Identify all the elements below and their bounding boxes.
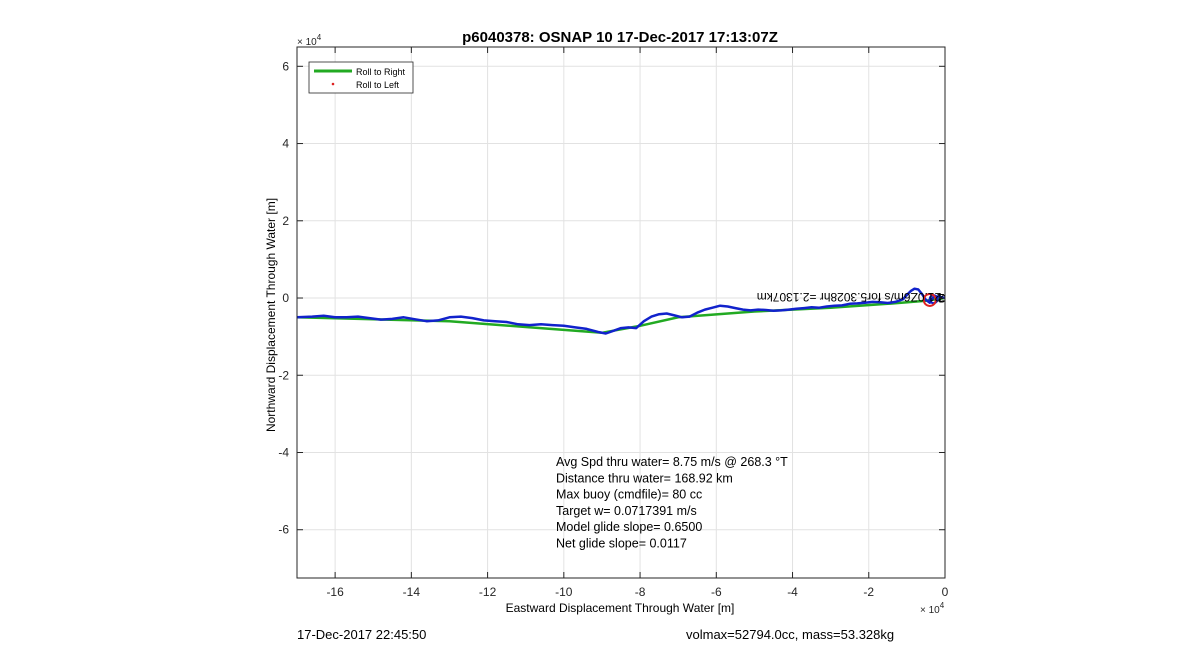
series-line-track — [297, 287, 945, 335]
y-tick-label: 6 — [282, 59, 289, 73]
x-tick-label: -2 — [863, 585, 874, 599]
legend-box — [308, 61, 414, 94]
legend: Roll to Right Roll to Left — [308, 61, 414, 94]
footer-volmax-mass: volmax=52794.0cc, mass=53.328kg — [686, 627, 895, 642]
roll-to-left-marker — [922, 292, 937, 307]
legend-label-roll-left: Roll to Left — [356, 80, 400, 90]
legend-swatch-roll-left — [331, 82, 335, 86]
y-axis-label: Northward Displacement Through Water [m] — [264, 198, 278, 432]
y-tick-label: -4 — [278, 445, 289, 459]
stats-annotation: Distance thru water= 168.92 km — [556, 471, 733, 485]
y-tick-label: 2 — [282, 214, 289, 228]
x-tick-label: -4 — [787, 585, 798, 599]
y-tick-label: 0 — [282, 291, 289, 305]
x-tick-label: -14 — [403, 585, 421, 599]
x-exponent-label: × 104 — [920, 601, 945, 616]
stats-annotation: Model glide slope= 0.6500 — [556, 520, 702, 534]
axes-box — [296, 46, 946, 579]
x-tick-label: -16 — [326, 585, 344, 599]
chart-title: p6040378: OSNAP 10 17-Dec-2017 17:13:07Z — [462, 29, 778, 46]
y-tick-label: -6 — [278, 523, 289, 537]
x-tick-label: -10 — [555, 585, 573, 599]
x-tick-label: 0 — [942, 585, 949, 599]
y-exponent-label: × 104 — [297, 33, 322, 48]
x-tick-label: -8 — [635, 585, 646, 599]
x-axis-label: Eastward Displacement Through Water [m] — [506, 601, 735, 615]
stats-annotation: Target w= 0.0717391 m/s — [556, 504, 697, 518]
stats-annotation: Max buoy (cmdfile)= 80 cc — [556, 488, 702, 502]
x-tick-label: -6 — [711, 585, 722, 599]
footer-timestamp: 17-Dec-2017 22:45:50 — [297, 627, 427, 642]
legend-label-roll-right: Roll to Right — [356, 67, 406, 77]
inverted-track-label: 21.0Z6m/s for5.3028hr =2.1307km — [757, 290, 941, 304]
y-tick-label: -2 — [278, 368, 289, 382]
stats-annotation: Net glide slope= 0.0117 — [556, 537, 687, 551]
y-tick-label: 4 — [282, 137, 289, 151]
stats-annotation: Avg Spd thru water= 8.75 m/s @ 268.3 °T — [556, 455, 788, 469]
x-tick-label: -12 — [479, 585, 497, 599]
